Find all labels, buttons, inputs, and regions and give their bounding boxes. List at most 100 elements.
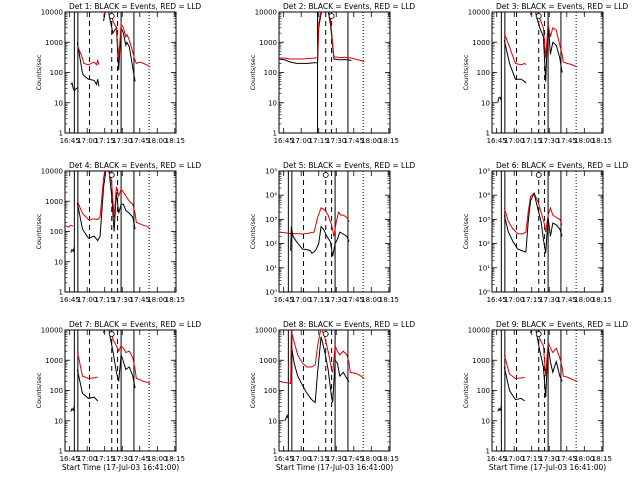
x-tick-label: 17:15	[95, 455, 115, 463]
x-tick-label: 18:00	[574, 296, 594, 304]
x-tick-label: 16:45	[274, 455, 294, 463]
detector-panel-7: 1 10 100 1000 10000 16:4517:0017:1517:3017:45…	[35, 320, 201, 472]
plot-frame	[491, 170, 604, 293]
y-tick-label: 1	[486, 448, 490, 456]
panel-title: Det 8: BLACK = Events, RED = LLD	[283, 320, 415, 329]
y-tick-label: 1	[486, 130, 490, 138]
x-tick-label: 18:00	[574, 455, 594, 463]
detector-panel-8: 1 10 100 1000 10000 16:4517:0017:1517:3017:45…	[249, 320, 415, 472]
series-events	[503, 330, 563, 402]
x-tick-label: 18:15	[165, 137, 185, 145]
y-tick-label: 100	[264, 387, 277, 395]
y-tick-label: 10³	[478, 216, 490, 224]
series-events	[76, 171, 136, 242]
panel-title: Det 7: BLACK = Events, RED = LLD	[69, 320, 201, 329]
y-tick-label: 1	[59, 289, 63, 297]
x-tick-label: 18:00	[147, 137, 167, 145]
x-tick-label: 17:30	[112, 296, 132, 304]
x-tick-label: 18:00	[361, 455, 381, 463]
x-axis-label: Start Time (17-Jul-03 16:41:00)	[489, 463, 606, 472]
y-tick-label: 1	[273, 448, 277, 456]
y-tick-label: 10³	[265, 216, 277, 224]
x-tick-label: 17:45	[130, 296, 150, 304]
y-axis-label: Counts/sec	[35, 213, 43, 249]
series-events-lead	[497, 406, 502, 412]
y-tick-label: 10	[268, 417, 277, 425]
x-tick-label: 18:00	[574, 137, 594, 145]
y-tick-label: 10	[481, 99, 490, 107]
plot-frame	[278, 170, 391, 293]
x-tick-label: 16:45	[274, 137, 294, 145]
peak-marker	[328, 13, 335, 19]
y-tick-label: 10	[481, 417, 490, 425]
y-axis-label: Counts/sec	[462, 213, 470, 249]
y-tick-label: 10⁰	[478, 289, 490, 297]
x-tick-label: 18:15	[379, 137, 399, 145]
series-events	[76, 330, 136, 402]
detector-panel-3: 1 10 100 1000 10000 16:4517:0017:1517:3017:45…	[462, 2, 628, 145]
series-events-lead	[70, 247, 75, 253]
y-tick-label: 10²	[265, 240, 277, 248]
x-tick-label: 17:15	[522, 455, 542, 463]
y-tick-label: 100	[50, 387, 63, 395]
y-axis-label: Counts/sec	[462, 54, 470, 90]
x-tick-label: 17:00	[77, 137, 97, 145]
y-tick-label: 10000	[468, 327, 490, 335]
series-events-lead	[497, 96, 502, 103]
x-tick-label: 16:45	[487, 455, 507, 463]
x-tick-label: 17:45	[557, 296, 577, 304]
x-tick-label: 17:00	[504, 137, 524, 145]
y-tick-label: 10000	[255, 9, 277, 17]
x-axis-label: Start Time (17-Jul-03 16:41:00)	[62, 463, 179, 472]
panel-title: Det 6: BLACK = Events, RED = LLD	[496, 161, 628, 170]
y-tick-label: 10⁴	[265, 192, 277, 200]
panel-title: Det 9: BLACK = Events, RED = LLD	[496, 320, 628, 329]
y-tick-label: 10	[54, 99, 63, 107]
series-lld	[279, 207, 350, 237]
panel-title: Det 3: BLACK = Events, RED = LLD	[496, 2, 628, 11]
detector-panel-9: 1 10 100 1000 10000 16:4517:0017:1517:3017:45…	[462, 320, 628, 472]
y-tick-label: 1	[59, 130, 63, 138]
x-tick-label: 18:00	[361, 137, 381, 145]
detector-panel-2: 1 10 100 1000 10000 16:4517:0017:1517:3017:45…	[249, 2, 415, 145]
x-tick-label: 18:00	[147, 296, 167, 304]
plot-frame	[64, 170, 177, 293]
x-tick-label: 17:15	[309, 137, 329, 145]
y-tick-label: 10	[54, 258, 63, 266]
y-tick-label: 10⁰	[265, 289, 277, 297]
y-tick-label: 1000	[45, 357, 63, 365]
x-tick-label: 17:15	[522, 137, 542, 145]
x-tick-label: 17:00	[77, 455, 97, 463]
y-axis-label: Counts/sec	[462, 372, 470, 408]
x-tick-label: 17:00	[291, 296, 311, 304]
series-events	[279, 12, 352, 64]
peak-marker	[108, 13, 115, 19]
y-tick-label: 1000	[259, 357, 277, 365]
x-tick-label: 18:15	[379, 296, 399, 304]
series-lld	[65, 171, 151, 230]
y-tick-label: 1000	[45, 198, 63, 206]
detector-panel-1: 1 10 100 1000 10000 16:4517:0017:1517:3017:45…	[35, 2, 201, 145]
y-tick-label: 10⁵	[265, 168, 277, 176]
panel-title: Det 5: BLACK = Events, RED = LLD	[283, 161, 415, 170]
y-tick-label: 1000	[45, 39, 63, 47]
y-tick-label: 100	[264, 69, 277, 77]
x-tick-label: 18:15	[592, 455, 612, 463]
x-tick-label: 17:15	[309, 455, 329, 463]
x-tick-label: 17:15	[522, 296, 542, 304]
x-tick-label: 17:30	[539, 455, 559, 463]
x-tick-label: 17:30	[539, 296, 559, 304]
y-tick-label: 10¹	[265, 264, 277, 272]
y-axis-label: Counts/sec	[35, 54, 43, 90]
x-tick-label: 18:15	[379, 455, 399, 463]
series-events-lead	[284, 414, 289, 422]
y-tick-label: 10000	[255, 327, 277, 335]
x-tick-label: 17:30	[539, 137, 559, 145]
series-lld	[503, 192, 563, 235]
x-tick-label: 16:45	[487, 137, 507, 145]
x-tick-label: 17:45	[130, 455, 150, 463]
x-tick-label: 18:00	[361, 296, 381, 304]
peak-marker	[322, 331, 329, 337]
x-tick-label: 17:30	[112, 455, 132, 463]
